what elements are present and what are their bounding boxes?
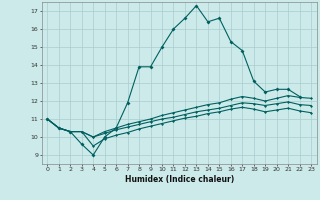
X-axis label: Humidex (Indice chaleur): Humidex (Indice chaleur) [124, 175, 234, 184]
